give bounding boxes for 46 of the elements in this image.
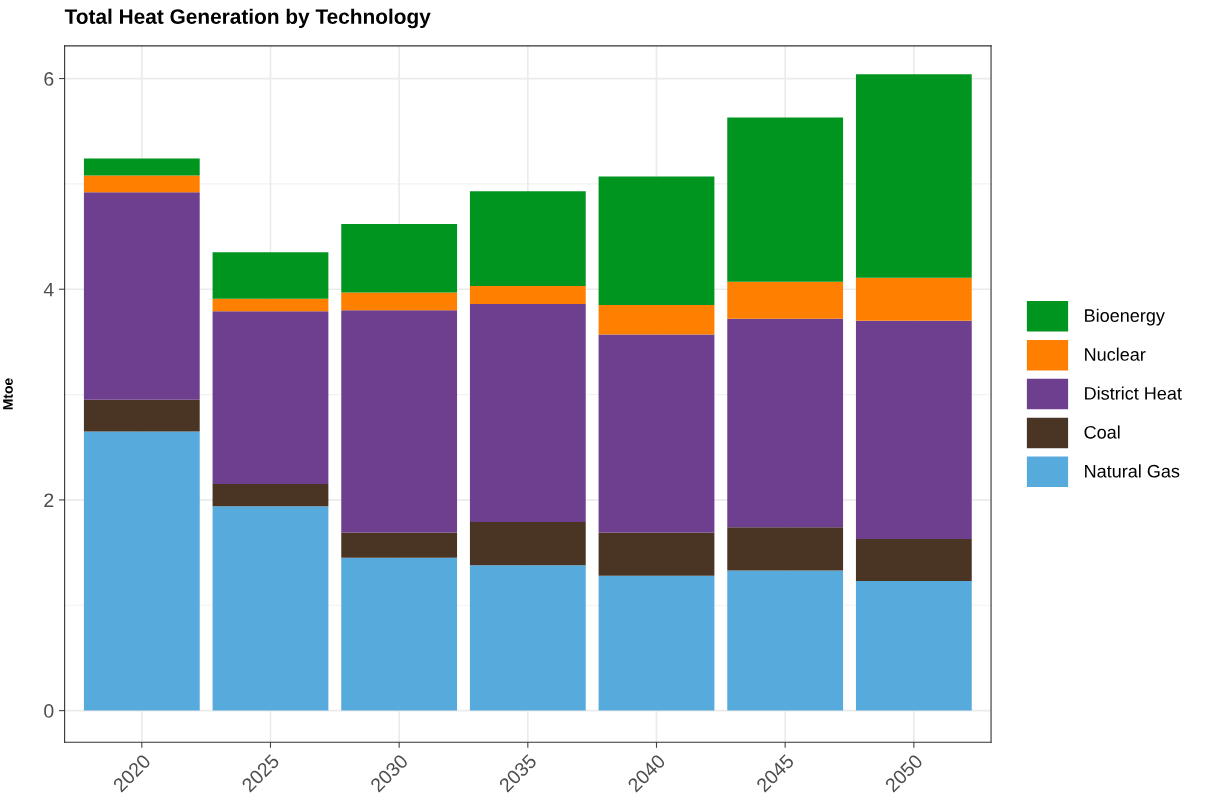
legend-label: Coal [1084, 425, 1120, 439]
bar [598, 532, 715, 576]
y-tick-label: 2 [44, 493, 54, 507]
bar [855, 74, 972, 278]
legend-label: Bioenergy [1085, 308, 1165, 326]
bar [727, 527, 844, 571]
bar [469, 303, 586, 523]
bar [598, 176, 715, 306]
chart-title: Total Heat Generation by Technology [64, 8, 431, 29]
bar [212, 298, 329, 312]
bar [83, 399, 200, 432]
bar [83, 431, 200, 711]
legend-label: Nuclear [1085, 347, 1146, 361]
bar [469, 286, 586, 304]
bar [727, 281, 844, 319]
bar [727, 570, 844, 711]
bar [341, 557, 458, 711]
bar [855, 320, 972, 539]
bar [341, 292, 458, 311]
legend-label: Natural Gas [1085, 464, 1180, 478]
bar [341, 532, 458, 558]
bar [855, 277, 972, 321]
bar [212, 506, 329, 711]
bar [727, 318, 844, 528]
y-axis-title: Mtoe [3, 378, 13, 410]
bar [598, 305, 715, 335]
y-tick-label: 6 [44, 72, 54, 86]
bar [598, 334, 715, 533]
bar [212, 252, 329, 299]
bar [727, 117, 844, 282]
bar [855, 581, 972, 711]
bar [469, 565, 586, 711]
bar [598, 575, 715, 711]
y-tick-label: 4 [43, 282, 54, 297]
bar [83, 158, 200, 176]
bar [341, 223, 458, 293]
bar [469, 191, 586, 287]
bar [212, 484, 329, 507]
y-tick-label: 0 [44, 704, 54, 718]
bar [855, 538, 972, 582]
bar [469, 522, 586, 566]
bar [83, 175, 200, 193]
bar [341, 310, 458, 533]
legend-label: District Heat [1085, 386, 1182, 400]
bar [212, 311, 329, 485]
bar [83, 192, 200, 400]
